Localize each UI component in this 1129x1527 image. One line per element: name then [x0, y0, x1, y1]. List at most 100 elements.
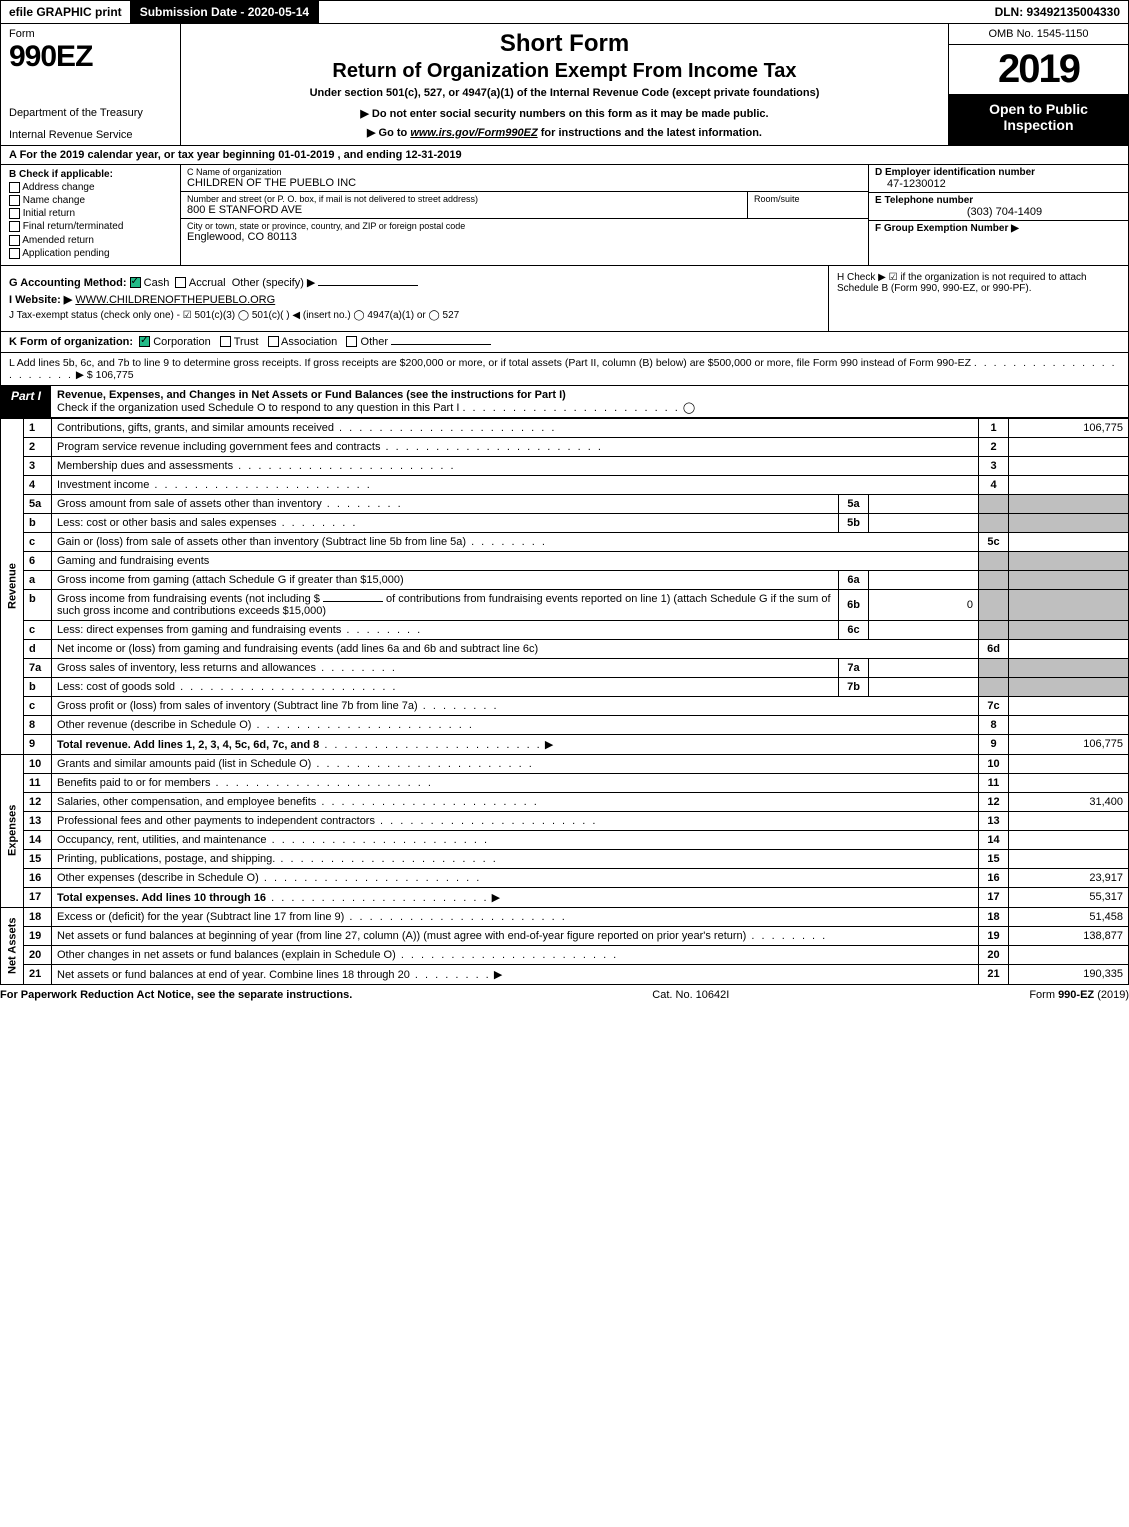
chk-final-return[interactable]: Final return/terminated: [9, 221, 172, 232]
line-1: Revenue 1 Contributions, gifts, grants, …: [1, 418, 1129, 437]
line-2: 2 Program service revenue including gove…: [1, 437, 1129, 456]
netassets-vertical-label: Net Assets: [1, 907, 24, 984]
line-6a: a Gross income from gaming (attach Sched…: [1, 570, 1129, 589]
expenses-vertical-label: Expenses: [1, 754, 24, 907]
city-value: Englewood, CO 80113: [187, 231, 862, 243]
line-7b: b Less: cost of goods sold 7b: [1, 677, 1129, 696]
row-i-website: I Website: ▶ WWW.CHILDRENOFTHEPUEBLO.ORG: [9, 293, 820, 306]
6b-amount-input[interactable]: [323, 601, 383, 602]
ein-box: D Employer identification number 47-1230…: [869, 165, 1128, 193]
l-value: 106,775: [96, 369, 134, 381]
under-section-text: Under section 501(c), 527, or 4947(a)(1)…: [187, 87, 942, 99]
other-specify-input[interactable]: [318, 285, 418, 286]
open-public-badge: Open to Public Inspection: [949, 95, 1128, 145]
part1-check-text: Check if the organization used Schedule …: [57, 402, 459, 414]
dept-treasury: Department of the Treasury: [9, 107, 172, 119]
website-value[interactable]: WWW.CHILDRENOFTHEPUEBLO.ORG: [75, 294, 275, 306]
ein-label: D Employer identification number: [875, 167, 1122, 178]
goto-line: ▶ Go to www.irs.gov/Form990EZ for instru…: [187, 126, 942, 139]
g-label: G Accounting Method:: [9, 277, 127, 289]
part1-check[interactable]: ◯: [683, 402, 695, 414]
checkbox-icon: [9, 235, 20, 246]
part1-label: Part I: [1, 386, 51, 417]
checkbox-icon: [9, 208, 20, 219]
line-6d: d Net income or (loss) from gaming and f…: [1, 639, 1129, 658]
line-16: 16 Other expenses (describe in Schedule …: [1, 868, 1129, 887]
phone-box: E Telephone number (303) 704-1409: [869, 193, 1128, 221]
chk-corp[interactable]: [139, 336, 150, 347]
chk-other-org[interactable]: [346, 336, 357, 347]
line-7a: 7a Gross sales of inventory, less return…: [1, 658, 1129, 677]
addr-label: Number and street (or P. O. box, if mail…: [187, 194, 741, 204]
chk-assoc[interactable]: [268, 336, 279, 347]
chk-application-pending[interactable]: Application pending: [9, 248, 172, 259]
dln-label: DLN: 93492135004330: [987, 1, 1128, 23]
efile-label: efile GRAPHIC print: [1, 1, 130, 23]
header-right: OMB No. 1545-1150 2019 Open to Public In…: [948, 24, 1128, 145]
line-13: 13 Professional fees and other payments …: [1, 811, 1129, 830]
other-org-input[interactable]: [391, 344, 491, 345]
line-7c: c Gross profit or (loss) from sales of i…: [1, 696, 1129, 715]
row-a-tax-year: A For the 2019 calendar year, or tax yea…: [0, 146, 1129, 165]
row-j-tax-exempt: J Tax-exempt status (check only one) - ☑…: [9, 310, 820, 321]
checkbox-icon: [9, 221, 20, 232]
addr-row: Number and street (or P. O. box, if mail…: [181, 192, 868, 219]
chk-trust[interactable]: [220, 336, 231, 347]
line-6c: c Less: direct expenses from gaming and …: [1, 620, 1129, 639]
line-3: 3 Membership dues and assessments 3: [1, 456, 1129, 475]
footer-right: Form 990-EZ (2019): [1029, 989, 1129, 1001]
h-text: H Check ▶ ☑ if the organization is not r…: [837, 272, 1087, 294]
line-9: 9 Total revenue. Add lines 1, 2, 3, 4, 5…: [1, 734, 1129, 754]
row-g-accounting: G Accounting Method: Cash Accrual Other …: [9, 276, 820, 289]
line-10: Expenses 10 Grants and similar amounts p…: [1, 754, 1129, 773]
omb-number: OMB No. 1545-1150: [949, 24, 1128, 45]
i-label: I Website: ▶: [9, 294, 72, 306]
part1-rest: Revenue, Expenses, and Changes in Net As…: [51, 386, 1128, 417]
col-def: D Employer identification number 47-1230…: [868, 165, 1128, 265]
phone-label: E Telephone number: [875, 195, 1122, 206]
line-12: 12 Salaries, other compensation, and emp…: [1, 792, 1129, 811]
chk-name-change[interactable]: Name change: [9, 195, 172, 206]
header-center: Short Form Return of Organization Exempt…: [181, 24, 948, 145]
room-label: Room/suite: [754, 194, 862, 204]
row-gh: G Accounting Method: Cash Accrual Other …: [0, 266, 1129, 332]
irs-label: Internal Revenue Service: [9, 129, 172, 141]
submission-date-button[interactable]: Submission Date - 2020-05-14: [130, 1, 319, 23]
chk-cash[interactable]: [130, 277, 141, 288]
form-number: 990EZ: [9, 40, 172, 74]
line-14: 14 Occupancy, rent, utilities, and maint…: [1, 830, 1129, 849]
header-left: Form 990EZ Department of the Treasury In…: [1, 24, 181, 145]
form-header: Form 990EZ Department of the Treasury In…: [0, 24, 1129, 146]
org-name-box: C Name of organization CHILDREN OF THE P…: [181, 165, 868, 192]
footer-mid: Cat. No. 10642I: [352, 989, 1029, 1001]
part1-header-row: Part I Revenue, Expenses, and Changes in…: [0, 386, 1129, 418]
col-h-schedule-b: H Check ▶ ☑ if the organization is not r…: [828, 266, 1128, 331]
return-title: Return of Organization Exempt From Incom…: [187, 60, 942, 83]
line-20: 20 Other changes in net assets or fund b…: [1, 945, 1129, 964]
chk-initial-return[interactable]: Initial return: [9, 208, 172, 219]
ein-value: 47-1230012: [875, 178, 1122, 190]
group-exemption-box: F Group Exemption Number ▶: [869, 221, 1128, 236]
form-word: Form: [9, 28, 172, 40]
goto-link[interactable]: www.irs.gov/Form990EZ: [410, 127, 537, 139]
chk-accrual[interactable]: [175, 277, 186, 288]
row-l-gross-receipts: L Add lines 5b, 6c, and 7b to line 9 to …: [0, 353, 1129, 386]
line-6: 6 Gaming and fundraising events: [1, 551, 1129, 570]
short-form-title: Short Form: [187, 30, 942, 58]
group-exemption-label: F Group Exemption Number ▶: [875, 223, 1019, 234]
revenue-vertical-label: Revenue: [1, 418, 24, 754]
line-19: 19 Net assets or fund balances at beginn…: [1, 926, 1129, 945]
line-6b: b Gross income from fundraising events (…: [1, 589, 1129, 620]
addr-value: 800 E STANFORD AVE: [187, 204, 741, 216]
chk-address-change[interactable]: Address change: [9, 182, 172, 193]
city-box: City or town, state or province, country…: [181, 219, 868, 265]
room-suite: Room/suite: [748, 192, 868, 218]
col-b-checkboxes: B Check if applicable: Address change Na…: [1, 165, 181, 265]
row-bcdef: B Check if applicable: Address change Na…: [0, 165, 1129, 266]
row-k-form-org: K Form of organization: Corporation Trus…: [0, 332, 1129, 353]
col-gijk: G Accounting Method: Cash Accrual Other …: [1, 266, 828, 331]
line-21: 21 Net assets or fund balances at end of…: [1, 964, 1129, 984]
chk-amended-return[interactable]: Amended return: [9, 235, 172, 246]
footer-left: For Paperwork Reduction Act Notice, see …: [0, 989, 352, 1001]
tax-year: 2019: [949, 45, 1128, 95]
